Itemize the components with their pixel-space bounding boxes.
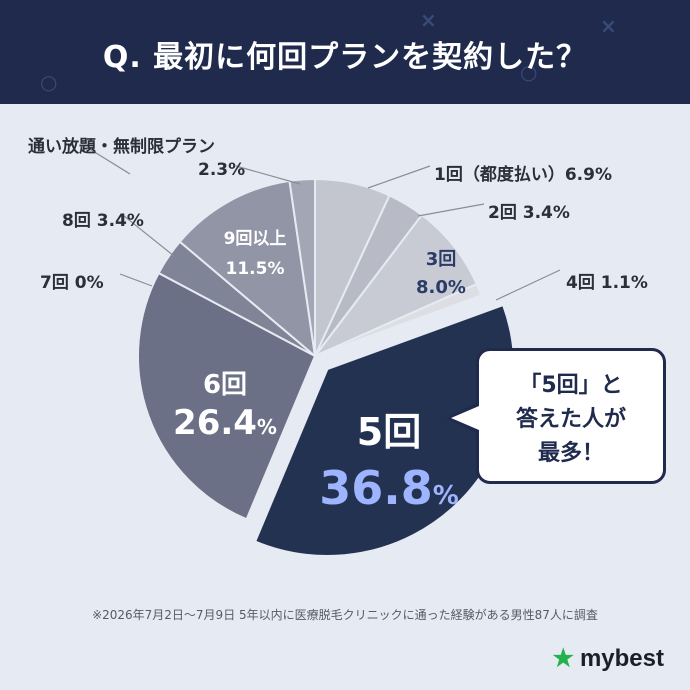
label-five-pct: 36.8 xyxy=(319,461,433,515)
label-five: 5回 36.8% xyxy=(304,404,474,524)
label-nine-plus-name: 9回以上 xyxy=(223,229,287,249)
pie-slice-3 xyxy=(314,282,483,357)
label-six-pct: 26.4 xyxy=(173,403,257,443)
leader-line-0 xyxy=(87,147,131,175)
label-eight: 8回 3.4% xyxy=(62,211,144,231)
callout-bubble: 「5回」と 答えた人が 最多！ xyxy=(476,348,666,484)
label-six: 6回 26.4% xyxy=(160,366,290,446)
label-three-name: 3回 xyxy=(425,249,457,270)
header-banner: × ○ × ○ Q. 最初に何回プランを契約した？ xyxy=(0,0,690,104)
label-six-name: 6回 xyxy=(202,370,248,400)
label-six-unit: % xyxy=(256,415,277,439)
leader-line-1 xyxy=(235,165,301,185)
pie-slice-5 xyxy=(137,271,317,521)
label-nine-plus: 9回以上 11.5% xyxy=(200,224,310,284)
pie-slice-2 xyxy=(314,213,479,357)
decor-circle-icon: ○ xyxy=(40,70,58,94)
pie-slice-8 xyxy=(178,179,317,359)
label-three-pct: 8.0% xyxy=(416,277,466,298)
callout-line-3: 最多！ xyxy=(537,441,604,466)
label-once: 1回（都度払い）6.9% xyxy=(434,165,612,185)
label-seven: 7回 0% xyxy=(40,273,104,293)
leader-line-4 xyxy=(495,269,561,301)
decor-circle-icon: ○ xyxy=(520,60,538,84)
chart-title: Q. 最初に何回プランを契約した？ xyxy=(102,40,588,75)
callout-line-2: 答えた人が xyxy=(515,407,626,432)
brand-logo-text: mybest xyxy=(579,645,664,672)
brand-logo: ★ mybest xyxy=(552,644,664,673)
callout-tail-inner xyxy=(451,406,479,430)
footnote: ※2026年7月2日〜7月9日 5年以内に医療脱毛クリニックに通った経験がある男… xyxy=(92,608,598,622)
pie-chart xyxy=(87,147,561,557)
leader-line-6 xyxy=(119,273,153,287)
decor-cross-icon: × xyxy=(600,14,617,38)
leader-line-3 xyxy=(417,203,485,217)
label-five-unit: % xyxy=(432,481,459,511)
label-unlimited-plan-pct: 2.3% xyxy=(198,160,246,180)
label-five-name: 5回 xyxy=(356,410,422,454)
label-four: 4回 1.1% xyxy=(566,273,648,293)
decor-cross-icon: × xyxy=(420,8,437,32)
callout-line-1: 「5回」と xyxy=(519,373,623,398)
label-unlimited-plan: 通い放題・無制限プラン xyxy=(28,137,215,157)
label-nine-plus-pct: 11.5% xyxy=(225,259,285,279)
label-twice: 2回 3.4% xyxy=(488,203,570,223)
star-icon: ★ xyxy=(552,645,574,672)
label-three: 3回 8.0% xyxy=(396,246,486,302)
leader-line-5 xyxy=(123,215,175,257)
leader-line-2 xyxy=(367,165,431,189)
